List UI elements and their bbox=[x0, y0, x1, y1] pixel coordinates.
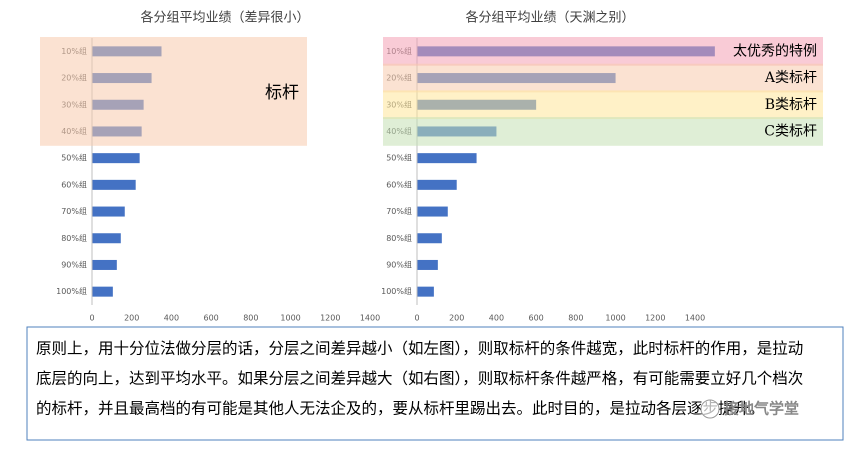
y-tick-label: 60%组 bbox=[386, 179, 412, 189]
chart-title: 各分组平均业绩（天渊之别） bbox=[465, 10, 634, 26]
highlight-label: A类标杆 bbox=[764, 70, 817, 86]
bar bbox=[92, 206, 125, 217]
highlight-label: B类标杆 bbox=[765, 97, 817, 113]
x-tick-label: 0 bbox=[89, 314, 94, 323]
y-tick-label: 50%组 bbox=[386, 153, 412, 163]
x-tick-label: 1000 bbox=[280, 314, 300, 323]
x-tick-label: 400 bbox=[164, 314, 179, 323]
x-tick-label: 800 bbox=[568, 314, 583, 323]
paragraph-line: 原则上，用十分位法做分层的话，分层之间差异越小（如左图），则取标杆的条件越宽，此… bbox=[36, 340, 803, 358]
highlight-label: 太优秀的特例 bbox=[733, 43, 817, 59]
x-tick-label: 200 bbox=[124, 314, 139, 323]
x-tick-label: 200 bbox=[449, 314, 464, 323]
x-tick-label: 1200 bbox=[320, 314, 340, 323]
y-tick-label: 100%组 bbox=[381, 286, 412, 296]
bar bbox=[417, 153, 477, 164]
highlight-band bbox=[383, 90, 823, 120]
y-tick-label: 100%组 bbox=[56, 286, 87, 296]
highlight-band bbox=[40, 37, 307, 146]
highlight-label: 标杆 bbox=[265, 83, 299, 103]
y-tick-label: 70%组 bbox=[386, 206, 412, 216]
x-tick-label: 600 bbox=[529, 314, 544, 323]
bar bbox=[92, 286, 113, 297]
y-tick-label: 90%组 bbox=[61, 259, 87, 269]
y-tick-label: 80%组 bbox=[386, 233, 412, 243]
x-tick-label: 1200 bbox=[645, 314, 665, 323]
highlight-band bbox=[383, 63, 823, 93]
chart-title: 各分组平均业绩（差异很小） bbox=[140, 10, 309, 26]
watermark: 接地气学堂 bbox=[724, 400, 799, 418]
bar bbox=[417, 206, 448, 217]
x-tick-label: 1400 bbox=[360, 314, 380, 323]
y-tick-label: 90%组 bbox=[386, 259, 412, 269]
x-tick-label: 600 bbox=[204, 314, 219, 323]
paragraph-line: 底层的向上，达到平均水平。如果分层之间差异越大（如右图），则取标杆条件越严格，有… bbox=[36, 370, 803, 388]
y-tick-label: 50%组 bbox=[61, 153, 87, 163]
bar bbox=[417, 286, 434, 297]
y-tick-label: 60%组 bbox=[61, 179, 87, 189]
bar bbox=[92, 153, 140, 164]
bar bbox=[417, 233, 442, 244]
text-box bbox=[26, 326, 844, 441]
bar bbox=[92, 179, 136, 190]
paragraph-line: 的标杆，并且最高档的有可能是其他人无法企及的，要从标杆里踢出去。此时目的，是拉动… bbox=[36, 400, 765, 418]
x-tick-label: 1000 bbox=[605, 314, 625, 323]
x-tick-label: 400 bbox=[489, 314, 504, 323]
y-tick-label: 70%组 bbox=[61, 206, 87, 216]
highlight-band bbox=[383, 117, 823, 146]
bar bbox=[417, 259, 438, 270]
y-tick-label: 80%组 bbox=[61, 233, 87, 243]
x-tick-label: 1400 bbox=[685, 314, 705, 323]
x-tick-label: 0 bbox=[414, 314, 419, 323]
highlight-band bbox=[383, 37, 823, 66]
bar bbox=[417, 179, 457, 190]
highlight-label: C类标杆 bbox=[764, 123, 817, 139]
bar bbox=[92, 233, 121, 244]
watermark-icon bbox=[700, 399, 720, 419]
x-tick-label: 800 bbox=[243, 314, 258, 323]
bar bbox=[92, 259, 117, 270]
